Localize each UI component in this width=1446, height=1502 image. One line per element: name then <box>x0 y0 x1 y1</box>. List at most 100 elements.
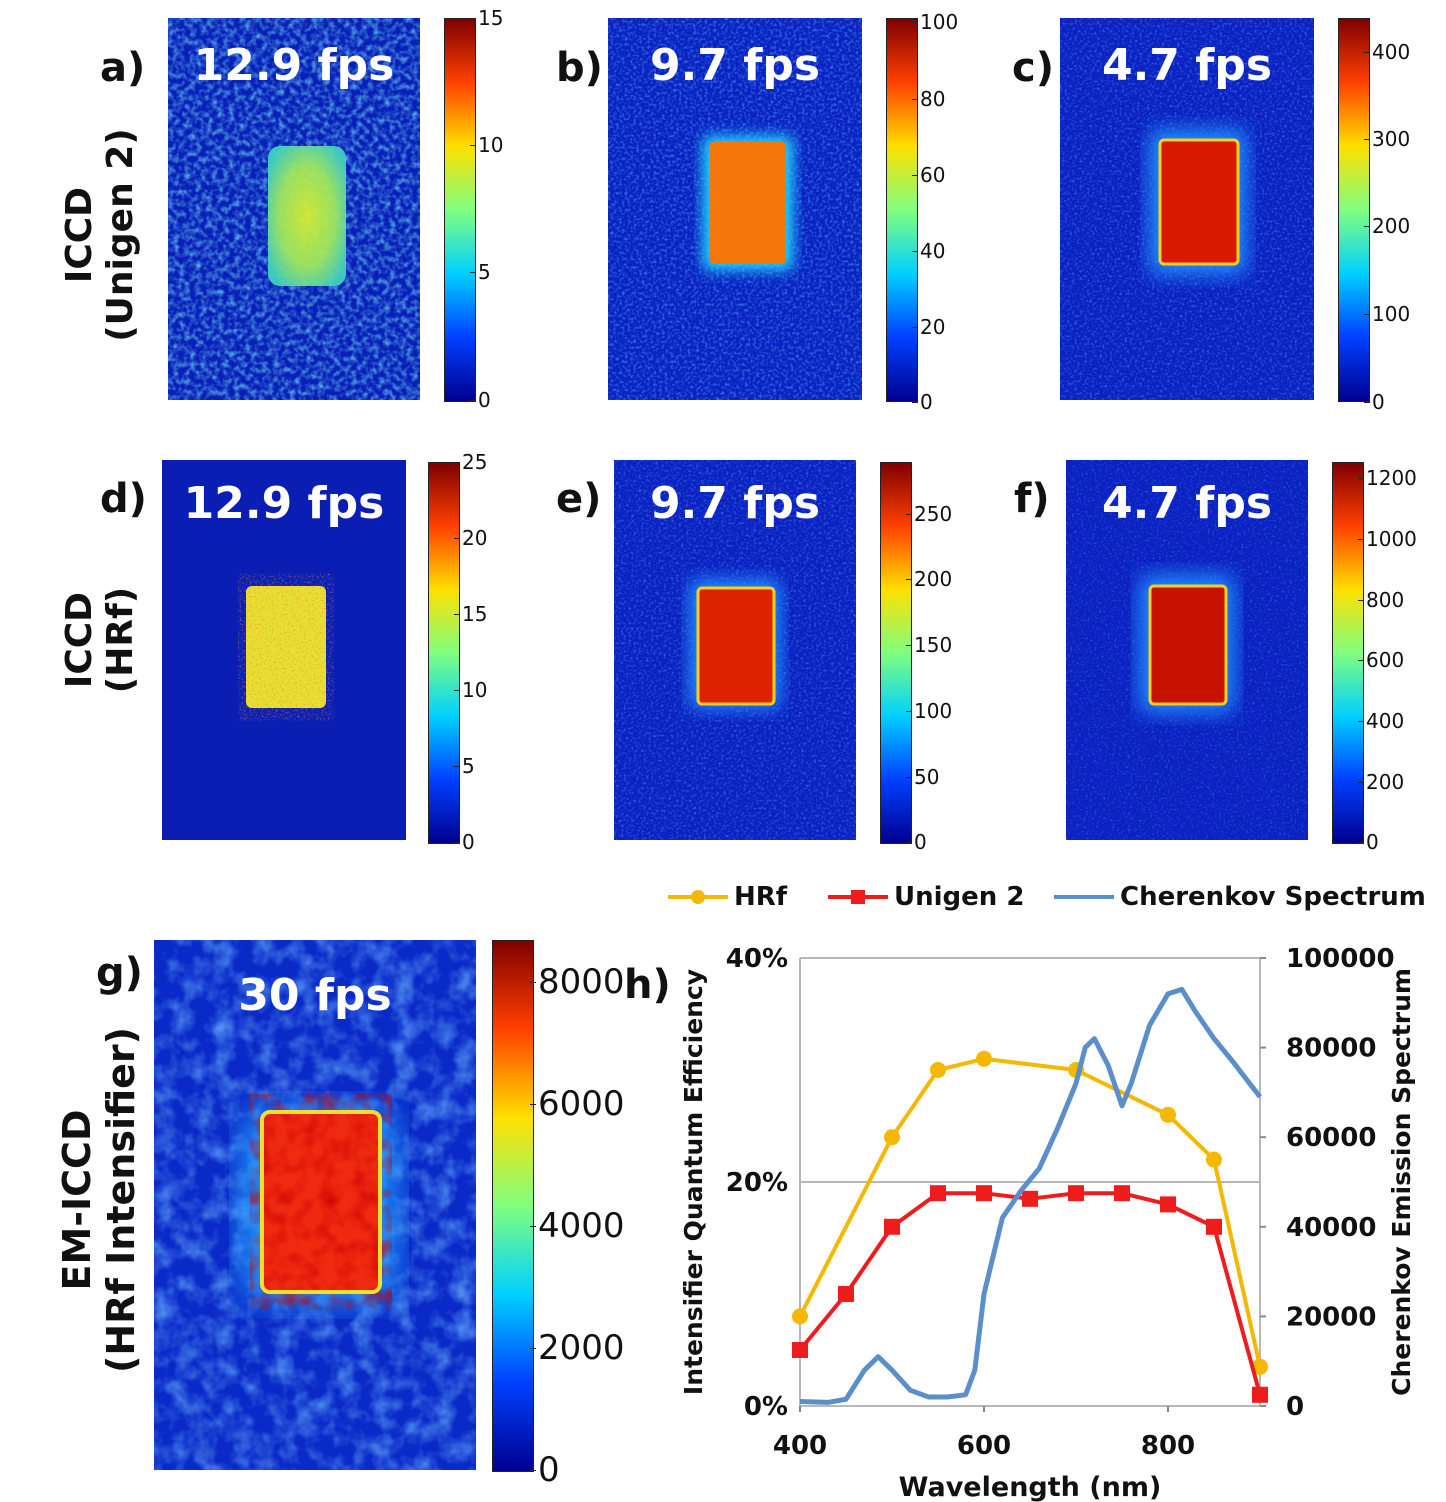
panel-c-tick-0: 0 <box>1364 390 1385 414</box>
panel-g-tick-8000: 8000 <box>530 962 625 1002</box>
point-hrf-7 <box>1252 1358 1268 1375</box>
panel-b-letter: b) <box>556 45 603 91</box>
y-right-tick-5: 100000 <box>1286 944 1395 974</box>
panel-f-tick-1200: 1200 <box>1358 466 1417 490</box>
panel-b-tick-100: 100 <box>911 10 959 34</box>
point-unigen-2-6 <box>1068 1185 1084 1202</box>
panel-g-heatmap: 30 fps <box>154 940 476 1470</box>
panel-b-heatmap-image <box>608 18 862 400</box>
row-label-1: ICCD (Unigen 2) <box>45 105 155 365</box>
panel-d-heatmap: 12.9 fps <box>162 460 406 840</box>
panel-f-heatmap: 4.7 fps <box>1066 460 1308 840</box>
panel-g-tick-0: 0 <box>530 1450 560 1490</box>
panel-g-tick-2000: 2000 <box>530 1328 625 1368</box>
panel-e-tick-250: 250 <box>905 502 953 526</box>
panel-b-tick-0: 0 <box>912 390 933 414</box>
panel-d-tick-0: 0 <box>454 830 475 854</box>
panel-g-tick-4000: 4000 <box>530 1206 625 1246</box>
row-label-2-line2: (HRf) <box>100 586 141 694</box>
panel-c-tick-200: 200 <box>1363 214 1411 238</box>
panel-f-tick-1000: 1000 <box>1358 527 1417 551</box>
panel-d-colorbar <box>428 462 460 844</box>
panel-e-letter: e) <box>556 476 602 522</box>
point-hrf-0 <box>792 1308 808 1325</box>
panel-e-heatmap: 9.7 fps <box>614 460 856 840</box>
panel-c-heatmap: 4.7 fps <box>1060 18 1314 400</box>
panel-e-tick-100: 100 <box>905 699 953 723</box>
panel-g-tick-6000: 6000 <box>530 1084 625 1124</box>
legend-swatch-cherenkov <box>1054 895 1114 899</box>
legend-label-unigen2: Unigen 2 <box>894 882 1025 912</box>
legend-swatch-unigen2 <box>828 890 888 904</box>
point-unigen-2-10 <box>1252 1386 1268 1403</box>
panel-a-fps: 12.9 fps <box>193 40 395 91</box>
point-hrf-2 <box>930 1062 946 1078</box>
panel-f-heatmap-image <box>1066 460 1308 840</box>
panel-e-tick-200: 200 <box>905 567 953 591</box>
point-unigen-2-0 <box>792 1342 808 1358</box>
point-unigen-2-8 <box>1160 1196 1176 1213</box>
panel-f-tick-0: 0 <box>1358 830 1379 854</box>
row-label-3: EM-ICCD (HRf Intensifier) <box>40 990 160 1410</box>
point-unigen-2-5 <box>1022 1190 1038 1207</box>
panel-c-tick-400: 400 <box>1363 40 1411 64</box>
panel-e-fps: 9.7 fps <box>649 478 821 529</box>
panel-h-letter: h) <box>624 962 671 1008</box>
panel-b-tick-60: 60 <box>911 163 946 187</box>
y-right-tick-3: 60000 <box>1286 1123 1376 1153</box>
panel-a-heatmap-image <box>168 18 420 400</box>
x-tick-2: 800 <box>1141 1431 1195 1461</box>
panel-d-tick-20: 20 <box>453 526 488 550</box>
panel-d-tick-10: 10 <box>453 678 488 702</box>
panel-f-tick-400: 400 <box>1357 709 1405 733</box>
row-label-3-line2: (HRf Intensifier) <box>99 1026 143 1374</box>
row-label-2-line1: ICCD <box>58 591 100 689</box>
panel-a-tick-10: 10 <box>469 133 504 157</box>
legend-item-unigen2: Unigen 2 <box>828 882 1024 912</box>
panel-b-tick-40: 40 <box>911 239 946 263</box>
panel-c-letter: c) <box>1012 45 1054 91</box>
legend-label-hrf: HRf <box>734 882 788 912</box>
panel-f-tick-800: 800 <box>1357 588 1405 612</box>
point-hrf-6 <box>1206 1151 1222 1168</box>
panel-f-letter: f) <box>1014 476 1050 522</box>
panel-c-colorbar <box>1338 18 1370 402</box>
x-tick-1: 600 <box>957 1431 1011 1461</box>
point-unigen-2-3 <box>930 1185 946 1202</box>
panel-e-heatmap-image <box>614 460 856 840</box>
panel-c-heatmap-image <box>1060 18 1314 400</box>
point-unigen-2-7 <box>1114 1185 1130 1202</box>
y-right-tick-2: 40000 <box>1286 1213 1376 1243</box>
panel-g-letter: g) <box>96 950 143 996</box>
point-hrf-1 <box>884 1129 900 1146</box>
panel-d-tick-5: 5 <box>454 754 475 778</box>
point-hrf-5 <box>1160 1106 1176 1123</box>
panel-e-tick-50: 50 <box>905 765 940 789</box>
panel-f-tick-200: 200 <box>1357 770 1405 794</box>
y-left-tick-1: 20% <box>726 1168 788 1198</box>
panel-f-tick-600: 600 <box>1357 648 1405 672</box>
panel-b-colorbar <box>886 18 918 402</box>
panel-d-letter: d) <box>100 476 147 522</box>
panel-a-colorbar <box>444 18 476 402</box>
y-right-tick-0: 0 <box>1286 1392 1304 1422</box>
y-right-tick-4: 80000 <box>1286 1034 1376 1064</box>
qe-chart: 0% 20% 40% 0 20000 40000 60000 80000 100000 400 60… <box>679 944 1416 1502</box>
point-unigen-2-4 <box>976 1185 992 1202</box>
panel-f-colorbar <box>1332 462 1364 844</box>
row-label-1-line1: ICCD <box>58 186 100 284</box>
panel-b-fps: 9.7 fps <box>649 40 821 91</box>
panel-g-heatmap-image <box>154 940 476 1470</box>
point-hrf-3 <box>976 1050 992 1067</box>
panel-g-colorbar <box>492 940 534 1472</box>
row-label-3-line1: EM-ICCD <box>55 1109 100 1291</box>
panel-a-tick-0: 0 <box>470 388 491 412</box>
panel-b-heatmap: 9.7 fps <box>608 18 862 400</box>
legend-swatch-hrf <box>668 890 728 904</box>
y-left-tick-2: 40% <box>726 944 788 974</box>
point-unigen-2-2 <box>884 1218 900 1235</box>
series-line-cherenkov-spectrum <box>799 986 1262 1405</box>
panel-a-tick-5: 5 <box>470 260 491 284</box>
panel-g-fps: 30 fps <box>238 970 392 1021</box>
panel-b-tick-80: 80 <box>911 87 946 111</box>
